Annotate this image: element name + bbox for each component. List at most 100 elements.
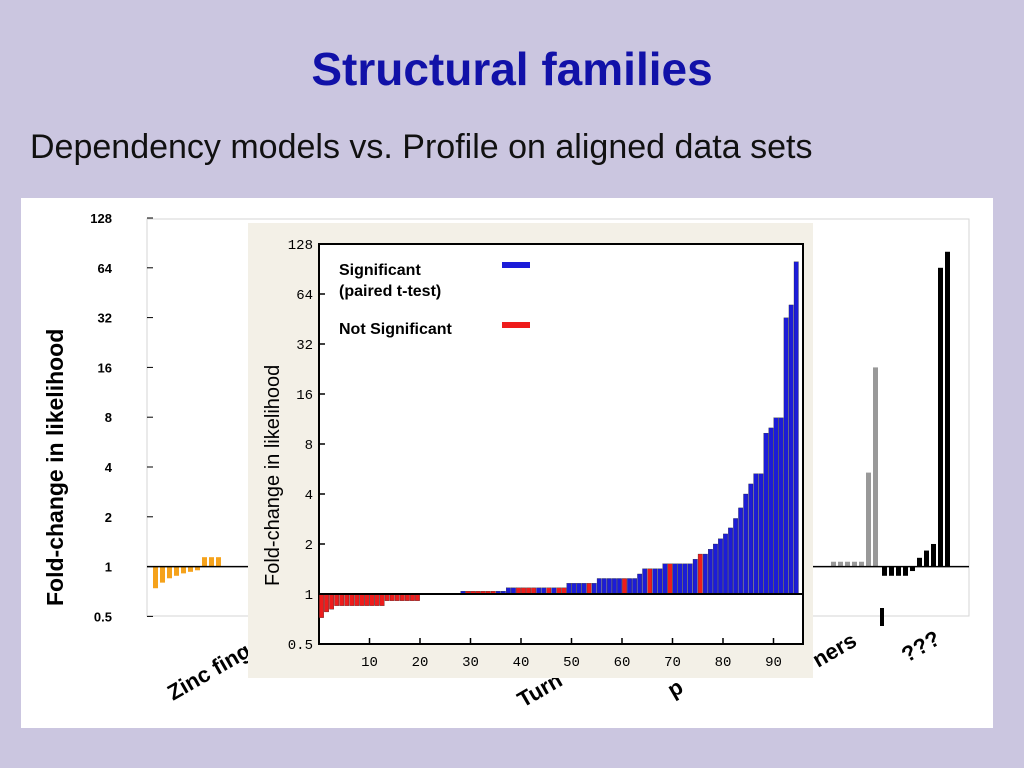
overlay-bar-significant [601,578,607,595]
background-y-tick-label: 2 [105,510,112,525]
background-bar [852,561,857,567]
background-y-tick-label: 4 [105,460,113,475]
overlay-x-tick-label: 50 [563,655,580,671]
overlay-bar-significant [657,568,663,595]
overlay-bar-significant [778,417,784,595]
background-y-tick-label: 8 [105,410,112,425]
background-bar [889,566,894,576]
overlay-bar-significant [607,578,612,595]
background-bar [195,566,200,571]
overlay-bar-significant [743,493,749,595]
overlay-x-tick-label: 70 [664,655,681,671]
background-bar [845,561,850,567]
overlay-chart: 128 64 32 16 8 4 2 1 0.5 10 20 30 40 50 60 70 80 90 Fold… [248,223,813,678]
overlay-bar-significant [642,568,648,595]
background-y-tick-label: 32 [98,311,112,326]
background-bar [831,561,836,567]
background-bar [209,557,214,567]
overlay-bar-not-significant [354,593,360,606]
background-bar [945,251,950,567]
overlay-bar-not-significant [324,593,329,613]
overlay-bar-not-significant [647,568,653,595]
overlay-x-tick-label: 20 [412,655,429,671]
overlay-bar-not-significant [334,593,340,606]
overlay-y-tick-label: 0.5 [288,638,313,654]
chart-panel: 128 64 32 16 8 4 2 1 0.5 Fold-change in likeliho… [21,198,993,728]
background-y-tick-label: 0.5 [94,609,112,624]
overlay-bar-significant [692,559,698,595]
overlay-bar-significant [637,573,643,595]
overlay-bar-significant [753,473,759,595]
overlay-x-tick-label: 80 [715,655,732,671]
background-bar [859,561,864,567]
overlay-bar-not-significant [410,593,415,601]
overlay-bar-significant [768,427,774,595]
overlay-bar-not-significant [394,593,400,601]
overlay-x-tick-label: 60 [614,655,631,671]
background-bar [917,557,922,567]
overlay-y-tick-label: 128 [288,238,313,254]
overlay-bar-significant [728,527,733,595]
background-bar [174,566,179,576]
legend-significant-label: Significant (paired t-test) [339,262,441,300]
overlay-bar-significant [733,518,739,595]
overlay-bar-not-significant [329,593,334,610]
overlay-bar-not-significant [344,593,350,606]
overlay-bar-significant [627,578,632,595]
overlay-bar-significant [576,583,582,595]
overlay-bar-significant [748,483,754,595]
category-label-ners: ners [808,627,861,672]
overlay-y-tick-label: 2 [305,538,313,554]
legend-significant-line1: Significant [339,262,421,279]
background-y-axis-label: Fold-change in likelihood [42,329,68,606]
overlay-bar-significant [581,583,587,595]
overlay-bar-significant [632,578,638,595]
overlay-bar-not-significant [319,593,324,618]
legend-significant-swatch [502,262,530,268]
legend-not-significant-swatch [502,322,530,328]
background-bars [153,251,950,589]
background-bar [903,566,908,576]
overlay-bar-not-significant [359,593,365,606]
background-bar [181,566,186,574]
background-bar [838,561,843,567]
overlay-bar-significant [687,563,693,595]
background-y-tick-label: 1 [105,560,112,575]
legend-significant-line2: (paired t-test) [339,283,441,300]
background-bar [160,566,165,583]
overlay-bar-significant [596,578,602,595]
overlay-bar-not-significant [415,593,420,601]
overlay-bar-significant [591,583,597,595]
overlay-bar-not-significant [374,593,380,606]
overlay-bar-significant [571,583,577,595]
overlay-bar-significant [677,563,683,595]
overlay-bar-significant [672,563,678,595]
overlay-bar-significant [738,507,744,595]
background-bar [202,557,207,567]
overlay-bar-significant [793,261,799,595]
category-label-p: p [663,674,687,702]
background-bar [931,543,936,567]
overlay-bar-significant [713,543,718,595]
slide-subtitle: Dependency models vs. Profile on aligned… [30,128,813,166]
overlay-bar-significant [702,553,708,595]
overlay-x-ticks: 10 20 30 40 50 60 70 80 90 [361,638,782,671]
overlay-x-tick-label: 90 [765,655,782,671]
overlay-bar-not-significant [697,553,703,595]
overlay-bar-significant [718,538,723,595]
overlay-bar-not-significant [404,593,410,601]
background-y-ticks: 128 64 32 16 8 4 2 1 0.5 [90,211,153,624]
overlay-x-tick-label: 10 [361,655,378,671]
background-bar [167,566,172,579]
background-bar [924,550,929,567]
overlay-bar-not-significant [339,593,345,606]
overlay-bar-significant [788,304,794,595]
legend-not-significant-label: Not Significant [339,321,453,338]
overlay-bar-significant [758,473,764,595]
overlay-bar-not-significant [586,583,592,595]
overlay-bar-not-significant [384,593,390,601]
overlay-y-tick-label: 64 [296,288,313,304]
overlay-bar-significant [662,563,668,595]
overlay-legend: Significant (paired t-test) Not Signific… [339,262,530,338]
